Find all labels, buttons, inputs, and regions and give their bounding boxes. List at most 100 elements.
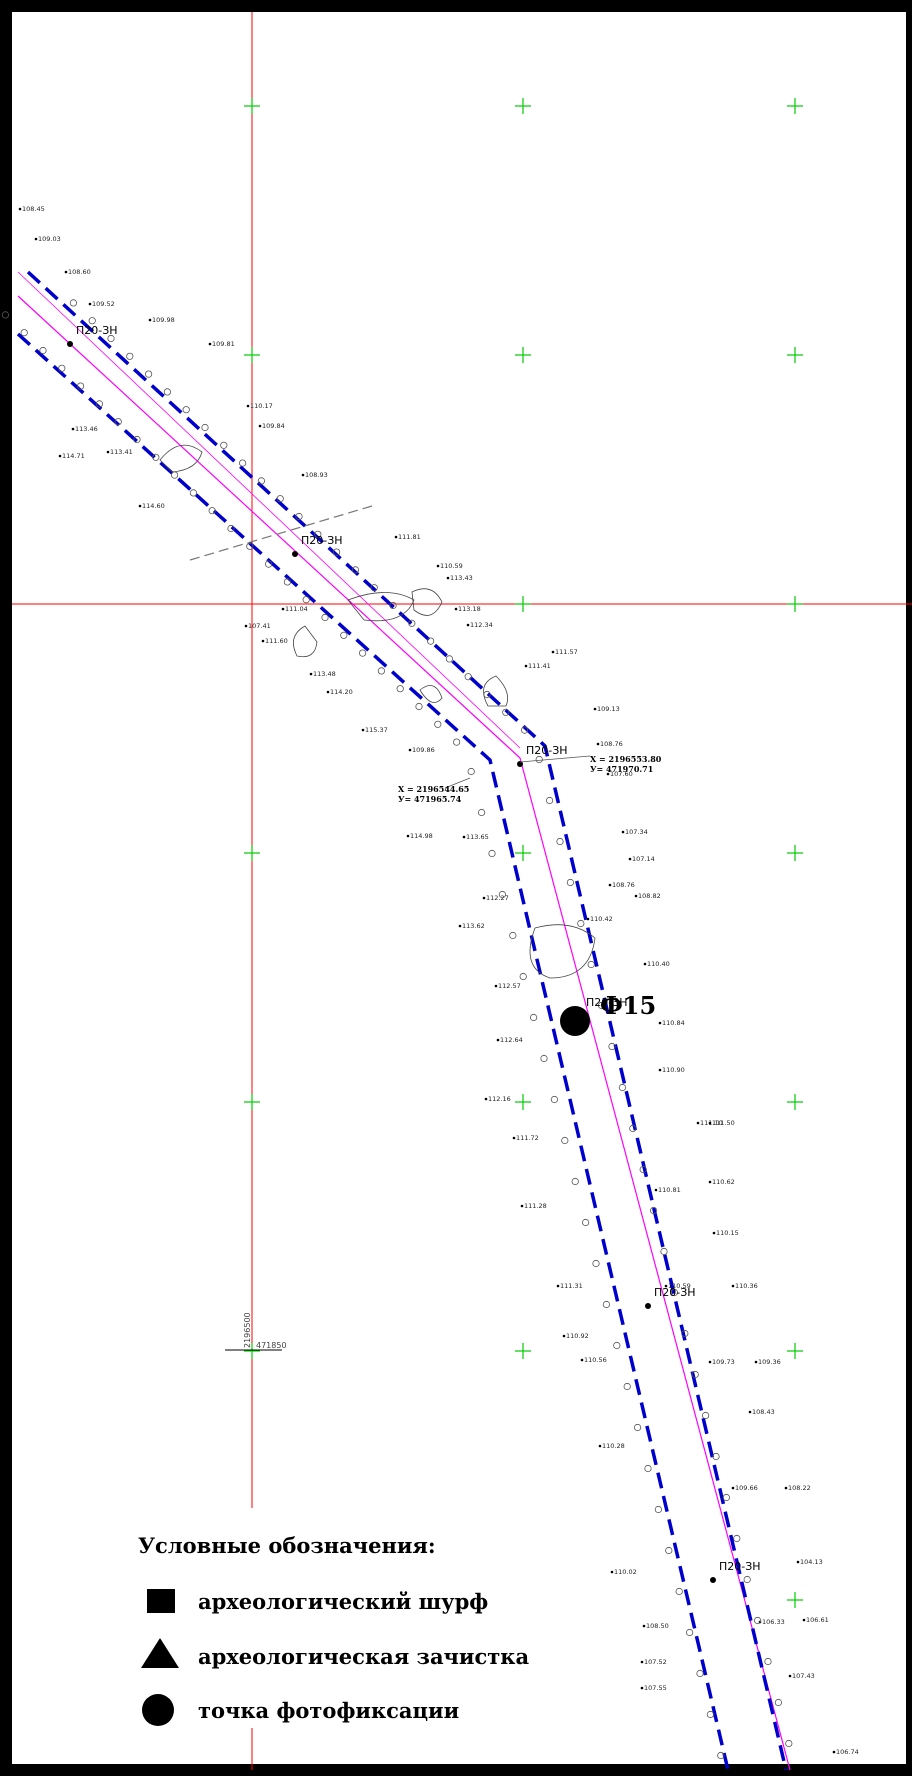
- elevation-label: 108.60: [68, 268, 91, 276]
- survey-circle: [426, 637, 435, 645]
- elevation-label: 110.36: [735, 1282, 758, 1290]
- survey-circle: [743, 1575, 751, 1584]
- elevation-label: 113.43: [450, 574, 473, 582]
- elevation-label: 112.64: [500, 1036, 523, 1044]
- elevation-label: 111.28: [524, 1202, 547, 1210]
- elevation-point: 114.20: [326, 688, 353, 696]
- grid-cross-icon: [515, 1094, 531, 1110]
- elevation-label: 108.76: [600, 740, 623, 748]
- elevation-label: 106.61: [806, 1616, 829, 1624]
- picket-marker: П20-ЗН: [292, 534, 343, 557]
- grid-cross-icon: [515, 98, 531, 114]
- survey-circle: [182, 406, 190, 414]
- survey-circle: [239, 459, 247, 467]
- elevation-label: 112.27: [486, 894, 509, 902]
- grid-cross-icon: [787, 1343, 803, 1359]
- elevation-point: 114.60: [138, 502, 165, 510]
- elevation-label: 109.52: [92, 300, 115, 308]
- elevation-point: 109.03: [34, 235, 61, 243]
- elevation-label: 111.10: [700, 1119, 723, 1127]
- elevation-point: 113.65: [462, 833, 489, 841]
- legend-circle-icon: [142, 1694, 174, 1726]
- grid-cross-icon: [244, 1343, 260, 1359]
- survey-circle: [685, 1628, 694, 1637]
- picket-label: П20-ЗН: [719, 1560, 761, 1573]
- grid-cross-icon: [787, 596, 803, 612]
- survey-circle: [370, 584, 378, 592]
- survey-circle: [133, 435, 141, 444]
- picket-label: П20-ЗН: [301, 534, 343, 547]
- survey-circle: [644, 1464, 652, 1473]
- picket-label: П20-ЗН: [586, 996, 628, 1009]
- elevation-label: 113.46: [75, 425, 98, 433]
- elevation-label: 108.50: [646, 1622, 669, 1630]
- survey-circle: [681, 1329, 689, 1338]
- survey-circle: [545, 796, 554, 805]
- survey-circle: [58, 364, 66, 372]
- elevation-point: 110.28: [598, 1442, 625, 1450]
- elevation-point: 111.57: [551, 648, 578, 656]
- elevation-point: 108.22: [784, 1484, 811, 1492]
- elevation-label: 111.72: [516, 1134, 539, 1142]
- elevation-point: 108.45: [18, 205, 45, 213]
- elevation-point: 107.34: [621, 828, 648, 836]
- elevation-point: 107.52: [640, 1658, 667, 1666]
- coord-callout-left: X = 2196544.65 У= 471965.74: [398, 777, 471, 804]
- elevation-label: 108.76: [612, 881, 635, 889]
- grid-cross-icon: [515, 1343, 531, 1359]
- survey-circle: [415, 702, 423, 711]
- coord-right-y: У= 471970.71: [590, 764, 653, 774]
- elevation-label: 108.93: [305, 471, 328, 479]
- survey-circle: [623, 1382, 631, 1391]
- survey-circle: [556, 837, 564, 846]
- survey-circle: [519, 972, 527, 981]
- elevation-point: 110.56: [580, 1356, 607, 1364]
- elevation-label: 107.60: [610, 770, 633, 778]
- elevation-label: 112.57: [498, 982, 521, 990]
- picket-label: П20-ЗН: [526, 744, 568, 757]
- elevation-point: 112.64: [496, 1036, 523, 1044]
- elevation-point: 106.33: [758, 1618, 785, 1626]
- survey-circle: [717, 1751, 725, 1760]
- elevation-point: 109.98: [148, 316, 175, 324]
- survey-circle: [276, 495, 284, 503]
- survey-circle: [246, 542, 254, 550]
- picket-markers: П20-ЗН П20-ЗН П20-ЗН П20-ЗН П20-ЗН П20-ЗН: [67, 324, 761, 1583]
- grid-cross-icon: [515, 596, 531, 612]
- elevation-point: 112.27: [482, 894, 509, 902]
- survey-circle: [488, 849, 496, 858]
- coord-right-x: X = 2196553.80: [590, 754, 662, 764]
- elevation-label: 112.16: [488, 1095, 511, 1103]
- elevation-point: 109.81: [208, 340, 235, 348]
- elevation-label: 109.66: [735, 1484, 758, 1492]
- elevation-label: 106.74: [836, 1748, 859, 1756]
- survey-circle: [733, 1534, 741, 1543]
- survey-circle: [550, 1095, 559, 1104]
- survey-circle: [675, 1587, 683, 1596]
- elevation-label: 110.84: [662, 1019, 685, 1027]
- survey-circle: [126, 352, 134, 360]
- elevation-point: 113.48: [309, 670, 336, 678]
- elevation-point: 108.43: [748, 1408, 775, 1416]
- elevation-point: 110.62: [708, 1178, 735, 1186]
- elevation-point: 109.52: [88, 300, 115, 308]
- survey-circle: [321, 613, 329, 622]
- elevation-point: 108.76: [596, 740, 623, 748]
- elevation-point: 114.98: [406, 832, 433, 840]
- survey-circle: [774, 1698, 783, 1707]
- survey-circle: [561, 1136, 569, 1145]
- survey-circle: [483, 690, 491, 699]
- survey-circle: [753, 1616, 762, 1625]
- survey-circle: [377, 667, 385, 675]
- survey-circle: [529, 1013, 538, 1022]
- grid-cross-icon: [787, 1094, 803, 1110]
- grid-cross-icon: [244, 347, 260, 363]
- elevation-point: 109.84: [258, 422, 285, 430]
- survey-circle: [332, 548, 341, 556]
- survey-circle: [340, 631, 348, 639]
- survey-circle: [295, 512, 303, 521]
- elevation-point: 110.15: [712, 1229, 739, 1237]
- grid-label-vertical: 2196500: [243, 1312, 252, 1348]
- elevation-point: 111.72: [512, 1134, 539, 1142]
